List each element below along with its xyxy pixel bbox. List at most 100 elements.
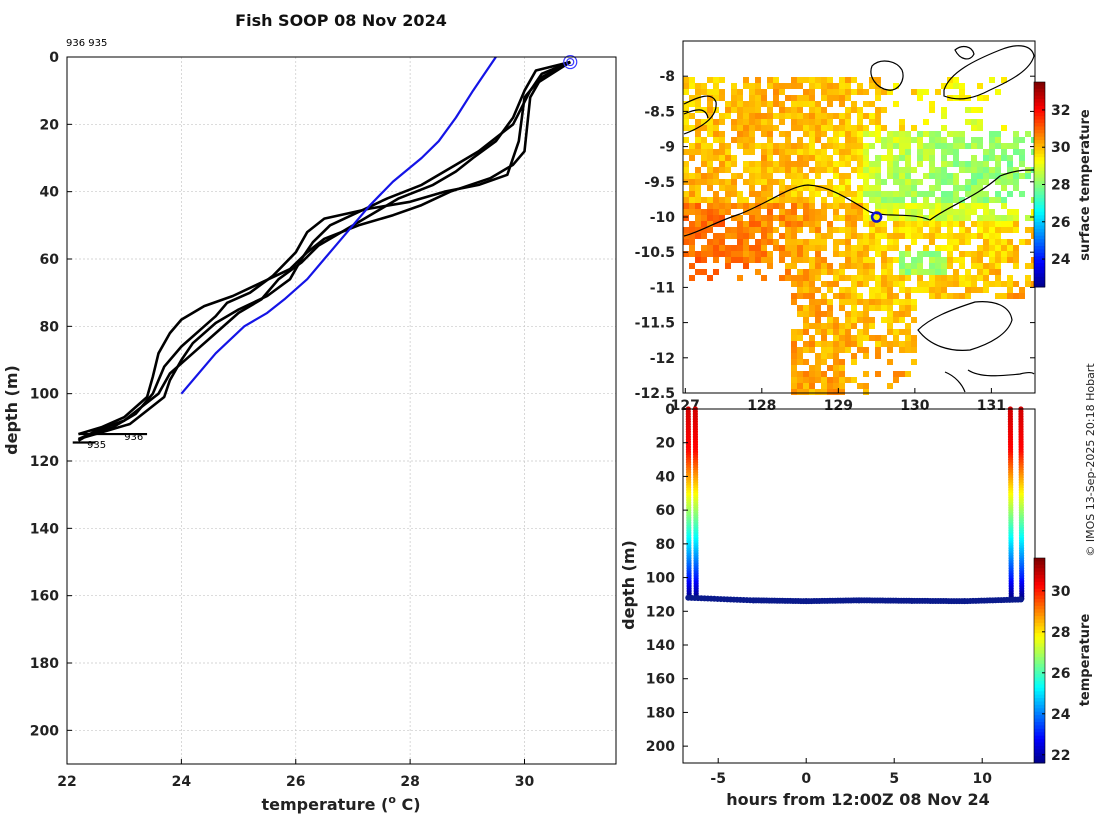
sst-cell [785,83,791,89]
sst-cell [851,245,857,251]
sst-cell [689,143,695,149]
sst-cell [749,125,755,131]
sst-cell [947,197,953,203]
sst-cell [827,269,833,275]
section-x-label: hours from 12:00Z 08 Nov 24 [726,790,989,809]
sst-cell [803,293,809,299]
sst-cell [689,95,695,101]
section-colorbar-segment [1034,650,1045,655]
sst-cell [1019,191,1025,197]
sst-cell [809,323,815,329]
sst-cell [725,197,731,203]
sst-cell [851,341,857,347]
map-colorbar-segment [1034,208,1045,213]
sst-cell [707,215,713,221]
sst-cell [803,269,809,275]
sst-cell [869,317,875,323]
sst-cell [941,209,947,215]
sst-cell [767,107,773,113]
sst-cell [983,269,989,275]
sst-cell [815,317,821,323]
sst-cell [857,215,863,221]
sst-cell [749,191,755,197]
sst-cell [761,149,767,155]
sst-cell [917,179,923,185]
sst-cell [887,143,893,149]
sst-cell [695,137,701,143]
sst-cell [971,143,977,149]
sst-cell [713,173,719,179]
section-y-tick-label: 40 [656,469,676,485]
profile-end-label: 935 [87,440,106,451]
sst-cell [779,197,785,203]
sst-cell [989,245,995,251]
sst-cell [887,167,893,173]
sst-cell [857,317,863,323]
sst-cell [833,113,839,119]
sst-cell [917,233,923,239]
sst-cell [929,191,935,197]
sst-cell [881,203,887,209]
sst-cell [803,329,809,335]
sst-cell [791,365,797,371]
sst-cell [1019,173,1025,179]
sst-cell [767,155,773,161]
sst-cell [875,167,881,173]
sst-cell [851,209,857,215]
sst-cell [833,383,839,389]
sst-cell [695,119,701,125]
sst-cell [827,143,833,149]
sst-cell [755,113,761,119]
sst-cell [911,185,917,191]
sst-cell [977,203,983,209]
sst-cell [983,167,989,173]
section-colorbar-segment [1034,722,1045,726]
sst-cell [791,119,797,125]
sst-cell [893,341,899,347]
sst-cell [737,89,743,95]
sst-cell [875,89,881,95]
sst-cell [935,227,941,233]
sst-cell [953,173,959,179]
sst-cell [1013,251,1019,257]
sst-cell [707,245,713,251]
sst-cell [803,371,809,377]
sst-cell [959,251,965,257]
sst-cell [791,263,797,269]
section-colorbar-segment [1034,602,1045,607]
sst-cell [893,131,899,137]
map-y-tick-label: -12 [650,351,675,367]
sst-cell [899,143,905,149]
sst-cell [899,215,905,221]
map-y-tick-label: -9.5 [644,175,675,191]
sst-cell [809,83,815,89]
sst-cell [959,89,965,95]
sst-cell [935,275,941,281]
sst-cell [881,299,887,305]
sst-cell [899,347,905,353]
sst-cell [833,161,839,167]
sst-cell [779,101,785,107]
sst-cell [1013,137,1019,143]
sst-cell [821,233,827,239]
sst-cell [887,161,893,167]
sst-cell [713,257,719,263]
sst-cell [935,281,941,287]
sst-cell [749,89,755,95]
sst-cell [881,233,887,239]
sst-cell [1001,143,1007,149]
sst-cell [851,353,857,359]
sst-cell [725,245,731,251]
profile-line-cast-3 [78,60,571,436]
sst-cell [755,161,761,167]
sst-cell [941,143,947,149]
sst-cell [941,125,947,131]
sst-cell [731,119,737,125]
sst-cell [845,83,851,89]
sst-cell [695,143,701,149]
sst-cell [1013,293,1019,299]
sst-cell [743,113,749,119]
sst-cell [815,113,821,119]
sst-cell [803,203,809,209]
